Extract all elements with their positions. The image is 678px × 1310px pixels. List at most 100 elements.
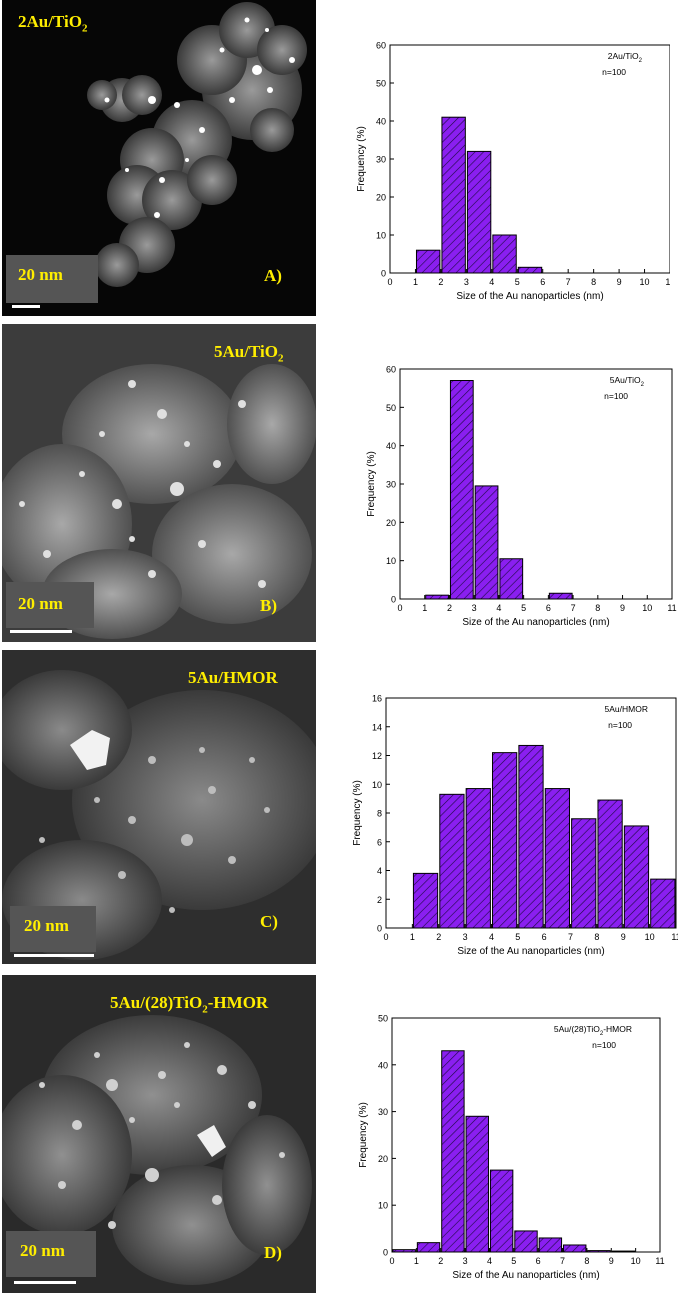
x-tick-label: 11 (665, 277, 670, 287)
y-axis-title: Frequency (%) (352, 780, 363, 846)
scale-bar-b (10, 630, 72, 633)
legend-count-label: n=100 (602, 67, 626, 77)
histogram-chart-a: 0 10 20 30 40 50 60 0 1 2 3 4 5 6 7 8 9 10 11 Size of the A… (356, 41, 670, 302)
figure-row-d: 5Au/(28)TiO2-HMOR 20 nm D) 0 10 20 30 40 50 0 1… (0, 975, 678, 1295)
y-tick-label: 0 (383, 1248, 388, 1258)
x-tick-label: 3 (464, 277, 469, 287)
y-tick-label: 40 (378, 1060, 388, 1070)
legend-count-label: n=100 (604, 391, 628, 401)
tem-particles-d (2, 1015, 312, 1285)
x-tick-label: 3 (472, 603, 477, 613)
histogram-bar (474, 485, 499, 600)
x-tick-label: 8 (594, 932, 599, 942)
x-tick-label: 11 (671, 932, 678, 942)
x-tick-label: 1 (414, 1256, 419, 1266)
x-tick-label: 4 (487, 1256, 492, 1266)
y-tick-label: 12 (372, 751, 382, 761)
scale-text-c: 20 nm (24, 916, 69, 935)
scale-text-d: 20 nm (20, 1241, 65, 1260)
tem-image-c: 5Au/HMOR 20 nm C) (2, 650, 316, 964)
x-tick-label: 11 (655, 1256, 664, 1266)
histogram-bar (597, 799, 623, 929)
y-tick-label: 40 (376, 117, 386, 127)
histogram-bar (499, 558, 524, 600)
figure-row-a: 2Au/TiO2 20 nm A) 0 10 20 30 40 50 60 0 1 2 3 4 5 6 7 8… (0, 0, 678, 318)
legend-count-label: n=100 (592, 1040, 616, 1050)
y-tick-label: 14 (372, 722, 382, 732)
x-tick-label: 0 (383, 932, 388, 942)
y-tick-label: 30 (386, 480, 396, 490)
tem-image-a: 2Au/TiO2 20 nm A) (2, 0, 316, 316)
x-tick-label: 8 (595, 603, 600, 613)
histogram-bar (492, 752, 518, 929)
x-tick-label: 11 (667, 603, 676, 613)
y-axis-title: Frequency (%) (356, 126, 367, 192)
x-tick-label: 2 (438, 1256, 443, 1266)
x-tick-label: 1 (422, 603, 427, 613)
x-axis-title: Size of the Au nanoparticles (nm) (456, 291, 603, 302)
histogram-bar (492, 234, 517, 274)
y-tick-label: 0 (391, 595, 396, 605)
scale-bar-a (12, 305, 40, 308)
histogram-bar (466, 150, 492, 274)
panel-letter-c: C) (260, 912, 278, 931)
sample-label-b: 5Au/TiO2 (214, 342, 284, 365)
y-axis-title: Frequency (%) (366, 451, 377, 517)
sample-label-a: 2Au/TiO2 (18, 12, 88, 35)
x-tick-label: 10 (642, 603, 652, 613)
histogram-bar (412, 872, 439, 929)
x-axis-title: Size of the Au nanoparticles (nm) (452, 1270, 599, 1281)
panel-letter-d: D) (264, 1243, 282, 1262)
histogram-bar (518, 744, 544, 929)
x-tick-label: 3 (463, 1256, 468, 1266)
histogram-bar (441, 116, 466, 274)
x-tick-label: 7 (568, 932, 573, 942)
scale-box-d (6, 1231, 96, 1277)
scale-box-c (10, 906, 96, 952)
figure-row-b: 5Au/TiO2 20 nm B) 0 10 20 30 40 50 60 0 1 2 3 4 5 6 7 8… (0, 324, 678, 644)
x-tick-label: 9 (609, 1256, 614, 1266)
y-tick-label: 50 (376, 79, 386, 89)
x-axis-title: Size of the Au nanoparticles (nm) (457, 946, 604, 957)
histogram-bar (449, 380, 474, 600)
y-tick-label: 60 (386, 365, 396, 375)
legend-sample-label: 5Au/(28)TiO2-HMOR (554, 1024, 632, 1037)
x-tick-label: 6 (542, 932, 547, 942)
x-tick-label: 9 (620, 603, 625, 613)
y-tick-label: 10 (386, 556, 396, 566)
histogram-bar (441, 1050, 465, 1253)
x-tick-label: 6 (546, 603, 551, 613)
histogram-bar (415, 249, 441, 274)
histogram-bar (544, 788, 570, 929)
x-tick-label: 4 (496, 603, 501, 613)
x-tick-label: 7 (571, 603, 576, 613)
y-tick-label: 50 (386, 403, 396, 413)
histogram-bar (465, 788, 491, 929)
x-tick-label: 1 (413, 277, 418, 287)
x-tick-label: 2 (436, 932, 441, 942)
plot-frame (389, 44, 670, 274)
y-tick-label: 30 (376, 155, 386, 165)
y-tick-label: 16 (372, 694, 382, 704)
plot-frame (391, 1017, 661, 1253)
scale-bar-c (14, 954, 94, 957)
y-tick-label: 40 (386, 441, 396, 451)
x-tick-label: 5 (511, 1256, 516, 1266)
x-tick-label: 3 (463, 932, 468, 942)
x-tick-label: 8 (591, 277, 596, 287)
x-tick-label: 5 (515, 932, 520, 942)
legend-count-label: n=100 (608, 720, 632, 730)
x-tick-label: 6 (540, 277, 545, 287)
panel-letter-b: B) (260, 596, 277, 615)
y-tick-label: 10 (378, 1201, 388, 1211)
figure-row-c: 5Au/HMOR 20 nm C) 0 2 4 6 8 10 12 14 16 0 1 2 3 4 5 6 7 8… (0, 650, 678, 968)
x-tick-label: 6 (536, 1256, 541, 1266)
histogram-chart-c: 024681012141601234567891011Size of the A… (352, 694, 678, 958)
y-tick-label: 50 (378, 1014, 388, 1024)
scale-box-a (6, 255, 98, 303)
x-tick-label: 7 (560, 1256, 565, 1266)
y-tick-label: 6 (377, 837, 382, 847)
histogram-bar (623, 825, 650, 929)
sample-label-c: 5Au/HMOR (188, 668, 278, 687)
y-tick-label: 20 (376, 193, 386, 203)
